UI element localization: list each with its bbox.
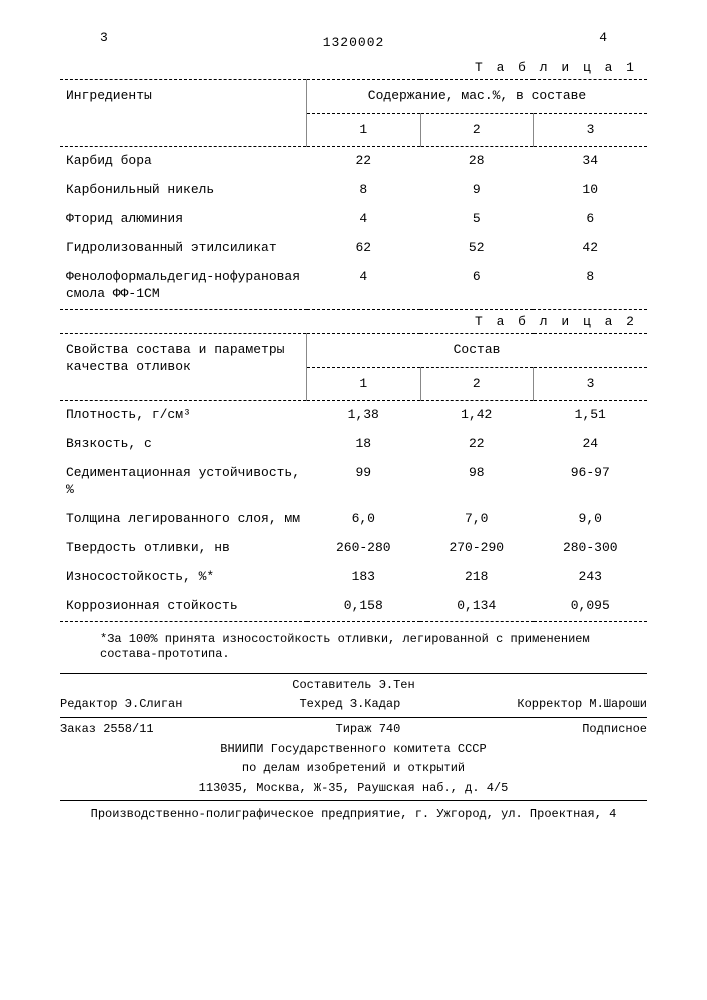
row-label: Карбид бора: [60, 147, 307, 176]
t2-group-hdr: Состав: [307, 333, 647, 367]
page-right: 4: [599, 30, 607, 47]
row-label: Гидролизованный этилсиликат: [60, 234, 307, 263]
row-label: Плотность, г/см³: [60, 401, 307, 430]
row-label: Фенолоформальдегид-нофурановая смола ФФ-…: [60, 263, 307, 309]
cell: 22: [307, 147, 420, 176]
cell: 24: [534, 430, 648, 459]
cell: 1,42: [420, 401, 533, 430]
t2-c3: 3: [534, 367, 648, 401]
cell: 28: [420, 147, 533, 176]
row-label: Твердость отливки, нв: [60, 534, 307, 563]
row-label: Износостойкость, %*: [60, 563, 307, 592]
org1: ВНИИПИ Государственного комитета СССР: [60, 740, 647, 760]
cell: 0,158: [307, 592, 420, 621]
cell: 243: [534, 563, 648, 592]
cell: 18: [307, 430, 420, 459]
row-label: Толщина легированного слоя, мм: [60, 505, 307, 534]
cell: 6,0: [307, 505, 420, 534]
cell: 218: [420, 563, 533, 592]
org2: по делам изобретений и открытий: [60, 759, 647, 779]
t1-c3: 3: [533, 113, 647, 147]
tech: Техред З.Кадар: [299, 697, 400, 713]
table1-title: Т а б л и ц а 1: [60, 60, 647, 77]
cell: 4: [307, 205, 420, 234]
t2-c1: 1: [307, 367, 420, 401]
cell: 5: [420, 205, 533, 234]
cell: 96-97: [534, 459, 648, 505]
table1: Ингредиенты Содержание, мас.%, в составе…: [60, 79, 647, 310]
cell: 99: [307, 459, 420, 505]
row-label: Коррозионная стойкость: [60, 592, 307, 621]
cell: 6: [533, 205, 647, 234]
t1-group-hdr: Содержание, мас.%, в составе: [307, 79, 647, 113]
order: Заказ 2558/11: [60, 722, 154, 738]
cell: 7,0: [420, 505, 533, 534]
addr: 113035, Москва, Ж-35, Раушская наб., д. …: [60, 779, 647, 799]
corrector: Корректор М.Шароши: [517, 697, 647, 713]
row-label: Вязкость, с: [60, 430, 307, 459]
cell: 260-280: [307, 534, 420, 563]
row-label: Фторид алюминия: [60, 205, 307, 234]
row-label: Седиментационная устойчивость, %: [60, 459, 307, 505]
table2: Свойства состава и параметры качества от…: [60, 333, 647, 622]
cell: 1,51: [534, 401, 648, 430]
subscr: Подписное: [582, 722, 647, 738]
t1-c2: 2: [420, 113, 533, 147]
row-label: Карбонильный никель: [60, 176, 307, 205]
cell: 98: [420, 459, 533, 505]
page-left: 3: [100, 30, 108, 47]
cell: 0,134: [420, 592, 533, 621]
print: Производственно-полиграфическое предприя…: [60, 803, 647, 825]
cell: 0,095: [534, 592, 648, 621]
editor: Редактор Э.Слиган: [60, 697, 182, 713]
t2-c2: 2: [420, 367, 533, 401]
cell: 4: [307, 263, 420, 309]
t1-c1: 1: [307, 113, 420, 147]
cell: 10: [533, 176, 647, 205]
compiler: Составитель Э.Тен: [60, 676, 647, 696]
cell: 8: [533, 263, 647, 309]
tirazh: Тираж 740: [336, 722, 401, 738]
cell: 183: [307, 563, 420, 592]
footnote: *За 100% принята износостойкость отливки…: [60, 626, 647, 671]
cell: 280-300: [534, 534, 648, 563]
t1-col-hdr: Ингредиенты: [60, 79, 307, 147]
cell: 8: [307, 176, 420, 205]
table2-title: Т а б л и ц а 2: [60, 314, 647, 331]
cell: 22: [420, 430, 533, 459]
cell: 6: [420, 263, 533, 309]
cell: 42: [533, 234, 647, 263]
cell: 34: [533, 147, 647, 176]
cell: 270-290: [420, 534, 533, 563]
cell: 1,38: [307, 401, 420, 430]
doc-number: 1320002: [60, 35, 647, 52]
cell: 9,0: [534, 505, 648, 534]
cell: 62: [307, 234, 420, 263]
cell: 52: [420, 234, 533, 263]
t2-col-hdr: Свойства состава и параметры качества от…: [60, 333, 307, 401]
cell: 9: [420, 176, 533, 205]
